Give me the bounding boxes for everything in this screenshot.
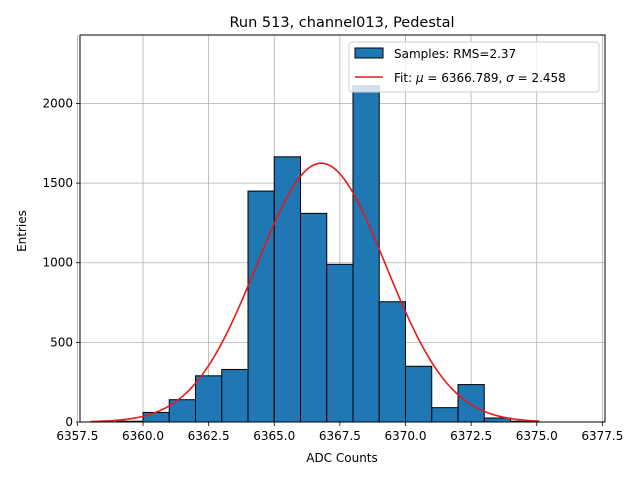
histogram-bar (247, 190, 275, 423)
plot-frame (79, 34, 606, 423)
x-tick-label: 6377.5 (581, 429, 623, 443)
histogram-bar (221, 368, 249, 423)
legend-histogram-swatch (354, 47, 384, 59)
y-tick-label: 0 (65, 415, 73, 429)
fit-curve-group (90, 162, 540, 423)
x-tick-label: 6362.5 (188, 429, 230, 443)
histogram-bar (431, 407, 459, 423)
legend-histogram-label: Samples: RMS=2.37 (394, 47, 516, 61)
x-tick-label: 6365.0 (253, 429, 295, 443)
legend: Samples: RMS=2.37 Fit: μ = 6366.789, σ =… (348, 41, 600, 93)
y-axis-title: Entries (15, 210, 29, 252)
gaussian-fit-curve (90, 162, 540, 423)
x-tick-label: 6370.0 (385, 429, 427, 443)
x-axis-title: ADC Counts (306, 451, 378, 465)
legend-fit-label: Fit: μ = 6366.789, σ = 2.458 (394, 71, 566, 85)
chart-title: Run 513, channel013, Pedestal (229, 15, 454, 31)
x-tick-label: 6367.5 (319, 429, 361, 443)
x-axis-ticks: 6357.5 6360.0 6362.5 6365.0 6367.5 6370.0 6372… (56, 422, 623, 443)
legend-box (348, 41, 600, 93)
x-tick-label: 6360.0 (122, 429, 164, 443)
histogram-bars (116, 85, 538, 423)
y-tick-label: 1500 (42, 176, 73, 190)
histogram-bar (273, 156, 301, 423)
x-tick-label: 6372.5 (450, 429, 492, 443)
histogram-bar (142, 411, 170, 423)
histogram-bar (352, 85, 380, 423)
legend-fit-mu-value: = 6366.789, (424, 71, 507, 85)
x-tick-label: 6375.0 (516, 429, 558, 443)
y-tick-label: 2000 (42, 96, 73, 110)
legend-fit-sigma-symbol: σ (506, 71, 514, 85)
histogram-bar (405, 365, 433, 423)
histogram-bar (457, 384, 485, 423)
legend-fit-sigma-value: = 2.458 (514, 71, 566, 85)
legend-fit-prefix: Fit: (394, 71, 416, 85)
histogram-bar (326, 263, 354, 423)
histogram-bar (300, 212, 328, 423)
y-axis-ticks: 0 500 1000 1500 2000 (42, 96, 80, 429)
histogram-bar (195, 375, 223, 423)
x-tick-label: 6357.5 (56, 429, 98, 443)
y-tick-label: 500 (50, 335, 73, 349)
y-tick-label: 1000 (42, 256, 73, 270)
histogram-bar (378, 301, 406, 423)
legend-fit-mu-symbol: μ (415, 71, 424, 85)
